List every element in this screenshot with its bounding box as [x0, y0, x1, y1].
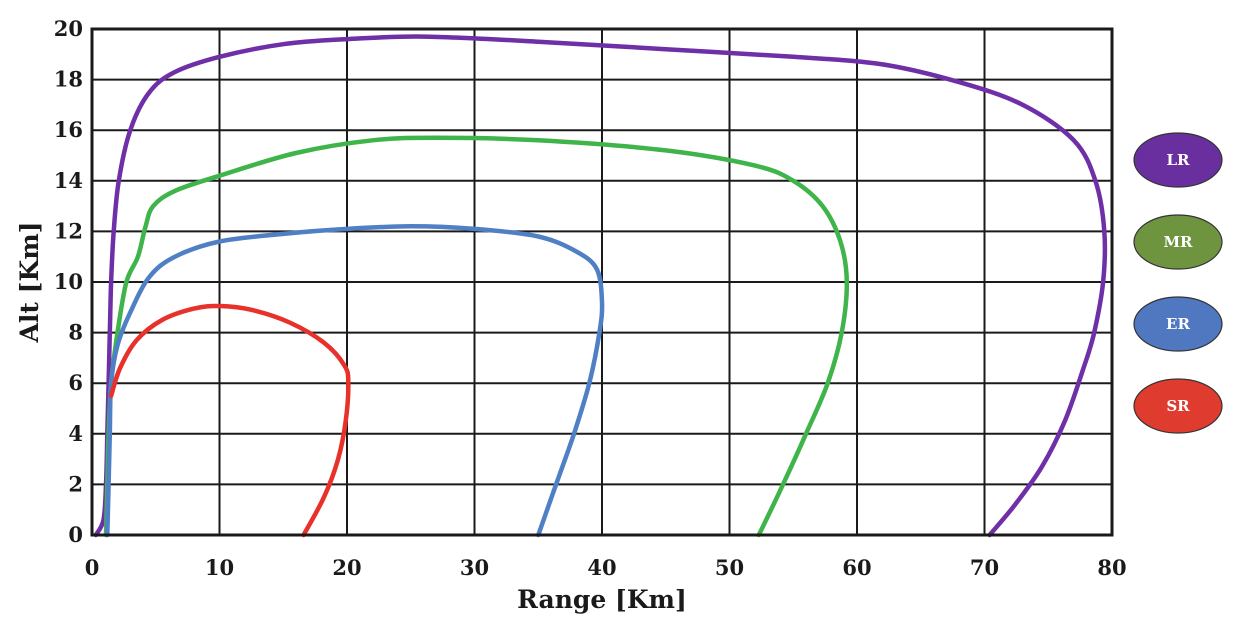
- series-line-er: [105, 224, 605, 538]
- y-tick-labels: 0 2 4 6 8 10 12 14 16 18 20: [54, 16, 83, 547]
- grid: [91, 28, 1113, 536]
- y-tick-label: 10: [54, 269, 83, 294]
- x-tick-labels: 0 10 20 30 40 50 60 70 80: [85, 555, 1127, 580]
- y-tick-label: 8: [68, 320, 83, 345]
- y-tick-label: 4: [68, 421, 83, 446]
- x-tick-label: 60: [842, 555, 871, 580]
- legend-oval-lr: [1133, 132, 1223, 188]
- legend-oval-mr: [1133, 214, 1223, 270]
- legend: LR MR ER SR: [1133, 132, 1223, 434]
- x-tick-label: 20: [332, 555, 361, 580]
- x-tick-label: 70: [970, 555, 999, 580]
- series-line-mr: [103, 135, 850, 538]
- x-tick-label: 50: [715, 555, 744, 580]
- y-tick-label: 12: [54, 218, 83, 243]
- plot-frame: [90, 27, 1114, 537]
- x-tick-label: 80: [1097, 555, 1126, 580]
- x-tick-label: 40: [587, 555, 616, 580]
- legend-oval-er: [1133, 296, 1223, 352]
- legend-label-er: ER: [1166, 315, 1190, 333]
- y-tick-label: 16: [54, 117, 83, 142]
- y-tick-label: 18: [54, 67, 83, 92]
- series-line-lr: [93, 34, 1108, 538]
- x-tick-label: 30: [460, 555, 489, 580]
- y-tick-label: 6: [68, 370, 83, 395]
- y-axis-title: Alt [Km]: [15, 222, 44, 344]
- legend-oval-sr: [1133, 378, 1223, 434]
- x-tick-label: 0: [85, 555, 100, 580]
- y-tick-label: 2: [68, 471, 83, 496]
- series-line-sr: [108, 303, 351, 538]
- x-axis-title: Range [Km]: [517, 585, 687, 614]
- legend-label-sr: SR: [1166, 397, 1190, 415]
- legend-label-lr: LR: [1166, 151, 1190, 169]
- x-tick-label: 10: [205, 555, 234, 580]
- legend-label-mr: MR: [1163, 233, 1193, 251]
- y-tick-label: 20: [54, 16, 83, 41]
- y-tick-label: 0: [68, 522, 83, 547]
- y-tick-label: 14: [54, 168, 83, 193]
- series-lines: [93, 34, 1108, 538]
